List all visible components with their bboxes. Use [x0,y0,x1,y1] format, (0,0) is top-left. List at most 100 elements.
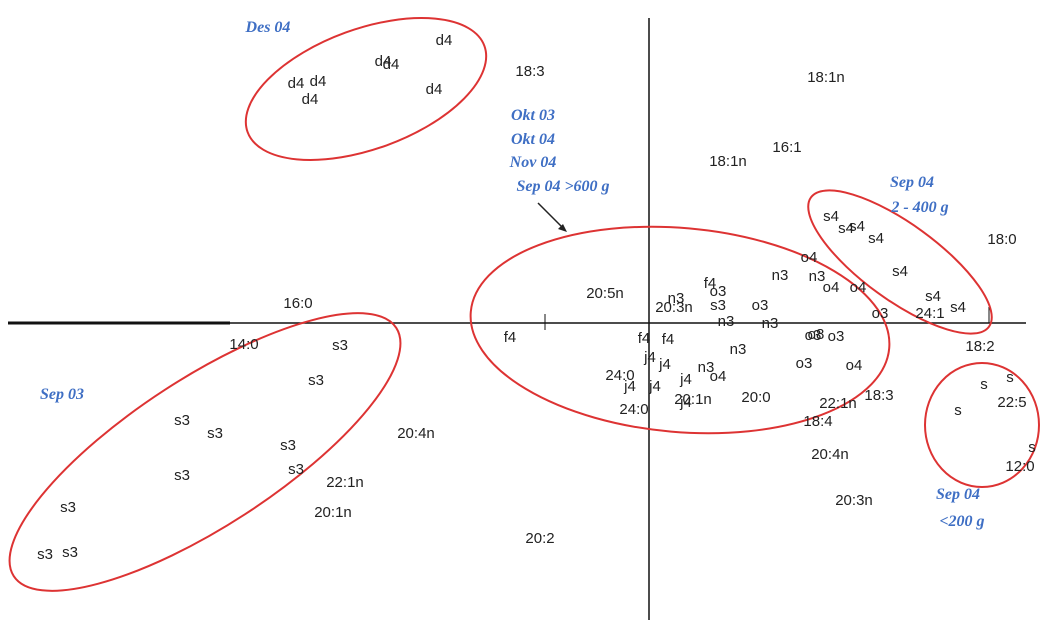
point-label: s3 [60,499,76,516]
point-label: s4 [868,230,884,247]
point-label: s4 [838,220,854,237]
point-label: 20:1n [314,504,352,521]
point-label: 24:0 [619,401,648,418]
point-label: n3 [730,341,747,358]
group-ellipse [469,225,891,435]
point-label: j4 [658,356,671,373]
point-label: o3 [828,328,845,345]
point-label: n3 [718,313,735,330]
group-annotation: Sep 04 [936,486,980,503]
point-label: o8 [808,326,825,343]
group-annotation: Okt 03 [511,107,555,124]
point-label: s3 [288,461,304,478]
point-label: j4 [648,378,661,395]
point-label: 22:1n [326,474,364,491]
point-label: s [954,402,962,419]
point-label: s [1028,439,1036,456]
point-label: s3 [332,337,348,354]
point-label: o3 [710,283,727,300]
point-label: 16:0 [283,295,312,312]
group-ellipse [924,362,1040,488]
point-label: 20:4n [811,446,849,463]
point-label: s3 [174,467,190,484]
point-label: 18:1n [709,153,747,170]
point-label: d4 [383,56,400,73]
point-label: 20:5n [586,285,624,302]
point-label: d4 [436,32,453,49]
point-label: 18:2 [965,338,994,355]
point-label: 20:3n [835,492,873,509]
point-label: j4 [679,371,692,388]
point-label: 14:0 [229,336,258,353]
point-label: s4 [823,208,839,225]
arrow [537,202,566,231]
point-label: 22:1n [819,395,857,412]
arrow-head [558,224,567,232]
group-annotation: <200 g [939,513,984,530]
point-label: 16:1 [772,139,801,156]
point-label: s3 [62,544,78,561]
point-label: j4 [679,394,692,411]
point-label: d4 [288,75,305,92]
point-label: o4 [823,279,840,296]
point-label: 18:3 [515,63,544,80]
point-label: n3 [762,315,779,332]
point-label: n3 [772,267,789,284]
point-label: 20:1n [674,391,712,408]
group-annotation: Okt 04 [511,131,555,148]
group-annotation: Des 04 [245,19,291,36]
point-label: f4 [638,330,651,347]
point-label: o3 [752,297,769,314]
point-label: d4 [426,81,443,98]
group-annotation: Sep 04 [890,174,934,191]
point-label: s3 [174,412,190,429]
point-label: f4 [504,329,517,346]
point-label: 12:0 [1005,458,1034,475]
point-label: o3 [872,305,889,322]
point-label: 22:5 [997,394,1026,411]
point-label: n3 [668,290,685,307]
point-label: s4 [950,299,966,316]
group-ellipse [244,17,488,161]
point-label: o4 [801,249,818,266]
point-label: s4 [925,288,941,305]
point-label: 20:2 [525,530,554,547]
group-annotation: Sep 04 >600 g [516,178,609,195]
point-label: s3 [207,425,223,442]
point-label: d4 [375,53,392,70]
point-label: n3 [698,359,715,376]
point-label: d4 [310,73,327,90]
point-label: o4 [850,279,867,296]
point-label: f4 [704,275,717,292]
group-annotation: Nov 04 [509,154,557,171]
group-ellipse [8,312,402,592]
point-label: 18:0 [987,231,1016,248]
group-annotation: Sep 03 [40,386,84,403]
point-label: s [980,376,988,393]
point-label: s [1006,369,1014,386]
point-label: 20:3n [655,299,693,316]
point-label: 20:4n [397,425,435,442]
point-label: 24:0 [605,367,634,384]
point-label: s3 [710,297,726,314]
point-label: j4 [643,349,656,366]
point-label: d4 [302,91,319,108]
point-label: n3 [809,268,826,285]
point-label: 18:3 [864,387,893,404]
point-label: f4 [662,331,675,348]
point-label: s3 [37,546,53,563]
point-label: o4 [846,357,863,374]
point-label: s3 [308,372,324,389]
point-label: j4 [623,378,636,395]
point-label: o3 [805,327,822,344]
point-label: 24:1 [915,305,944,322]
group-annotation: 2 - 400 g [890,199,948,216]
point-label: s3 [280,437,296,454]
point-label: 20:0 [741,389,770,406]
point-label: o4 [710,368,727,385]
group-ellipse [807,189,993,335]
point-label: 18:4 [803,413,832,430]
point-label: s4 [892,263,908,280]
